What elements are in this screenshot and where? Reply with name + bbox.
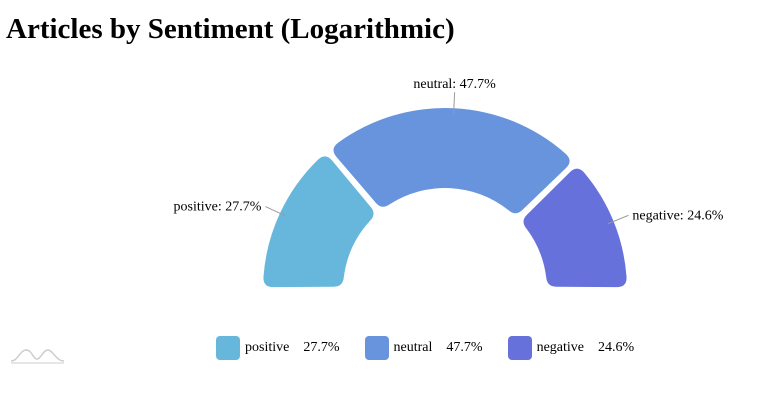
legend-item-negative[interactable]: negative 24.6% [507,336,635,360]
legend-swatch [364,336,389,360]
slice-label-negative: negative: 24.6% [632,208,723,223]
legend-value: 47.7% [446,340,483,355]
label-line-negative [607,214,629,225]
legend-label: neutral [393,340,433,355]
legend-item-neutral[interactable]: neutral 47.7% [364,336,483,360]
chart-slices [263,108,627,288]
legend-label: positive [245,340,290,355]
slice-label-neutral: neutral: 47.7% [413,77,496,92]
legend-label: negative [536,340,584,355]
label-line-positive [265,206,286,217]
slice-label-lines [265,92,629,225]
legend-swatch [507,336,532,360]
legend-swatch [216,336,240,360]
chart-library-watermark-icon [10,349,65,364]
legend-value: 27.7% [303,340,340,355]
slice-negative[interactable] [523,168,627,288]
slice-positive[interactable] [263,156,374,288]
label-line-neutral [453,92,456,115]
legend-value: 24.6% [597,340,635,355]
chart-legend: positive 27.7% neutral 47.7% negative 24.6% [216,335,659,361]
legend-item-positive[interactable]: positive 27.7% [216,336,340,360]
slice-label-positive: positive: 27.7% [174,200,262,215]
chart-title: Articles by Sentiment (Logarithmic) [6,13,455,45]
slice-neutral[interactable] [333,108,570,214]
slice-labels: positive: 27.7% neutral: 47.7% negative: 2… [174,77,724,223]
